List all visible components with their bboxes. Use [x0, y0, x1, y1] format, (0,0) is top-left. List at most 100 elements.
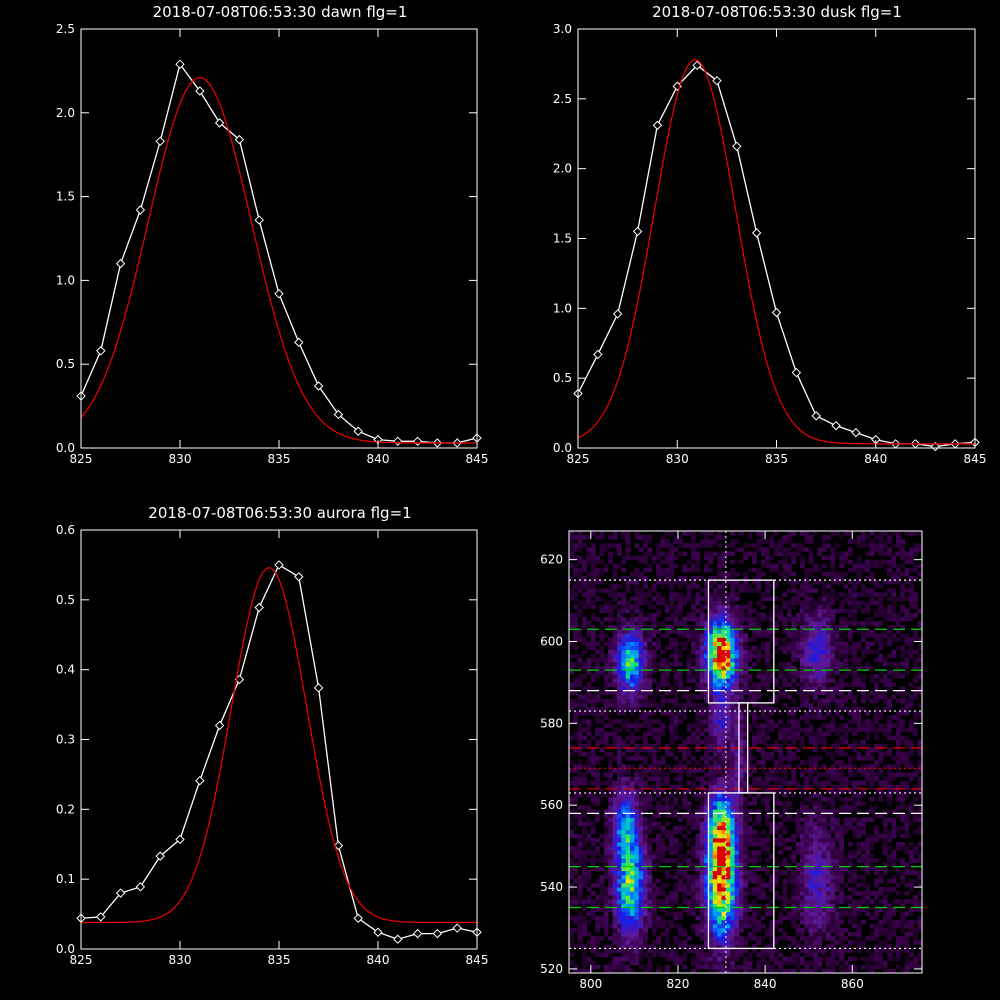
spectrogram-cell [660, 854, 666, 859]
spectrogram-cell [769, 678, 775, 683]
spectrogram-cell [573, 862, 579, 867]
spectrogram-cell [704, 670, 709, 675]
spectrogram-cell [708, 715, 714, 720]
spectrogram-cell [752, 719, 757, 724]
spectrogram-cell [677, 772, 683, 777]
spectrogram-cell [769, 923, 775, 929]
spectrogram-cell [686, 670, 692, 675]
spectrogram-cell [799, 678, 805, 683]
spectrogram-cell [834, 940, 840, 945]
dawn-data-point [353, 426, 363, 436]
spectrogram-cell [634, 887, 640, 892]
spectrogram-cell [895, 809, 901, 814]
spectrogram-cell [730, 907, 736, 913]
spectrogram-cell [712, 825, 718, 831]
spectrogram-cell [651, 948, 657, 953]
spectrogram-cell [669, 805, 674, 810]
spectrogram-cell [734, 633, 740, 638]
spectrogram-cell [616, 764, 622, 769]
spectrogram-cell [791, 854, 797, 859]
spectrogram-cell [791, 723, 797, 728]
spectrogram-cell [821, 747, 827, 753]
spectrogram-cell [821, 797, 827, 802]
spectrogram-cell [765, 731, 770, 737]
spectrogram-cell [725, 936, 731, 941]
spectrogram-cell [908, 805, 914, 810]
spectrogram-cell [634, 645, 640, 651]
spectrogram-cell [765, 719, 770, 724]
spectrogram-cell [651, 821, 657, 827]
spectrogram-cell [843, 968, 849, 974]
spectrogram-cell [852, 731, 858, 737]
spectrogram-cell [913, 878, 919, 884]
spectrogram-cell [704, 690, 709, 696]
spectrogram-cell [595, 797, 600, 802]
spectrogram-cell [638, 964, 644, 970]
spectrogram-cell [908, 649, 914, 655]
spectrogram-cell [782, 817, 788, 822]
spectrogram-cell [704, 899, 709, 904]
spectrogram-cell [699, 633, 705, 638]
spectrogram-cell [704, 813, 709, 818]
spectrogram-cell [608, 797, 613, 802]
spectrogram-cell [769, 887, 775, 892]
spectrogram-cell [817, 649, 823, 655]
spectrogram-cell [643, 760, 648, 765]
spectrogram-cell [704, 752, 709, 757]
spectrogram-cell [791, 674, 797, 679]
spectrogram-cell [677, 854, 683, 859]
spectrogram-cell [747, 915, 753, 921]
spectrogram-cell [743, 895, 749, 900]
spectrogram-cell [760, 882, 766, 888]
spectrogram-cell [738, 747, 744, 753]
spectrogram-cell [612, 739, 618, 745]
spectrogram-cell [760, 837, 766, 843]
spectrogram-cell [660, 882, 666, 888]
spectrogram-cell [651, 788, 657, 794]
spectrogram-cell [895, 842, 901, 847]
spectrogram-cell [616, 842, 622, 847]
spectrogram-cell [752, 850, 757, 855]
spectrogram-cell [738, 735, 744, 741]
spectrogram-cell [704, 837, 709, 843]
spectrogram-cell [791, 907, 797, 913]
spectrogram-cell [699, 756, 705, 761]
spectrogram-cell [799, 801, 805, 806]
spectrogram-cell [799, 932, 805, 937]
spectrogram-cell [874, 788, 879, 794]
spectrogram-cell [821, 825, 827, 831]
spectrogram-cell [821, 927, 827, 933]
spectrogram-cell [821, 666, 827, 671]
spectrogram-cell [765, 727, 770, 732]
spectrogram-cell [856, 891, 862, 896]
spectrogram-cell [638, 878, 644, 884]
spectrogram-cell [874, 686, 879, 692]
spectrogram-cell [691, 927, 696, 933]
spectrogram-cell [660, 760, 666, 765]
spectrogram-cell [712, 805, 718, 810]
spectrogram-cell [686, 874, 692, 880]
spectrogram-cell [756, 690, 762, 696]
spectrogram-cell [813, 895, 818, 900]
dawn-data-point [333, 409, 344, 420]
spectrogram-cell [612, 862, 618, 867]
spectrogram-cell [673, 678, 679, 683]
spectrogram-cell [839, 858, 844, 863]
spectrogram-cell [813, 682, 818, 687]
spectrogram-cell [917, 690, 923, 696]
spectrogram-cell [891, 772, 897, 777]
spectrogram-cell [621, 960, 627, 966]
spectrogram-cell [725, 637, 731, 642]
spectrogram-cell [717, 735, 722, 741]
spectrogram-cell [913, 694, 919, 700]
spectrogram-cell [891, 968, 897, 974]
spectrogram-cell [725, 678, 731, 683]
spectrogram-cell [821, 641, 827, 646]
spectrogram-cell [621, 633, 627, 638]
spectrogram-cell [712, 936, 718, 941]
spectrogram-cell [900, 674, 905, 679]
spectrogram-cell [752, 936, 757, 941]
spectrogram-cell [847, 809, 853, 814]
dawn-xtick-label: 825 [70, 452, 93, 466]
spectrogram-cell [612, 805, 618, 810]
